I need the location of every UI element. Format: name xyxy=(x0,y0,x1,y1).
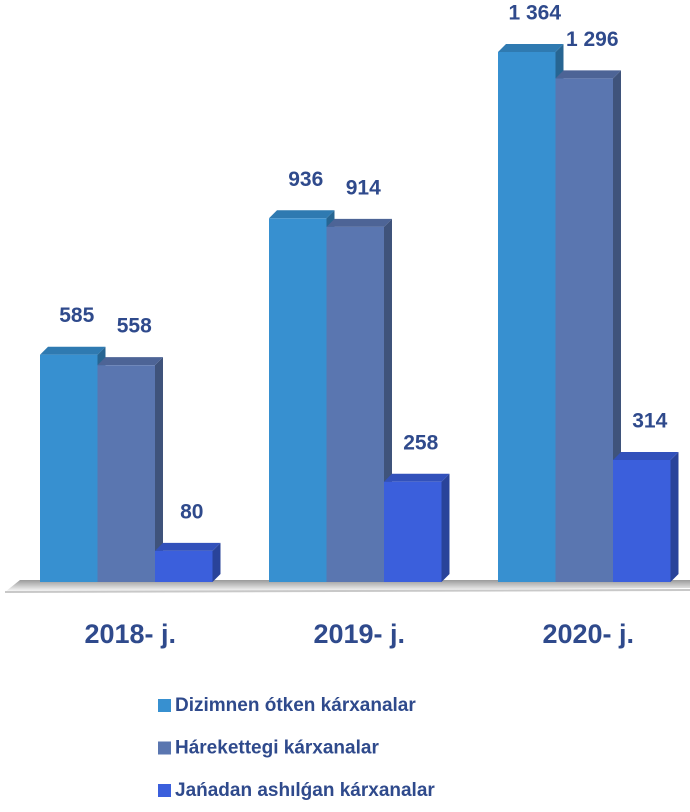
legend-swatch xyxy=(158,784,171,797)
bar xyxy=(555,78,613,582)
bar-top xyxy=(613,451,679,460)
bar xyxy=(97,365,155,582)
bar-top xyxy=(40,346,106,355)
legend-swatch xyxy=(158,699,171,712)
data-label: 80 xyxy=(180,500,203,523)
data-label: 258 xyxy=(403,431,438,454)
legend-label: Dizimnen ótken kárxanalar xyxy=(175,695,416,716)
bar xyxy=(613,459,671,582)
data-label: 585 xyxy=(59,304,94,327)
data-label: 314 xyxy=(632,410,667,433)
bar xyxy=(384,481,442,582)
data-label: 558 xyxy=(117,315,152,338)
bar-top xyxy=(555,70,621,79)
bar-side xyxy=(212,542,221,582)
bar xyxy=(326,226,384,582)
bar-top xyxy=(384,473,450,482)
bar-side xyxy=(670,451,679,582)
bar-top xyxy=(326,218,392,227)
bar xyxy=(40,354,98,582)
bar-top xyxy=(269,210,335,219)
x-tick-label: 2019- j. xyxy=(313,619,405,649)
data-label: 1 296 xyxy=(566,28,619,51)
data-label: 936 xyxy=(288,168,323,191)
baseline xyxy=(4,589,690,593)
legend-label: Jańadan ashılǵan kárxanalar xyxy=(175,780,435,801)
legend-swatch xyxy=(158,741,171,755)
x-tick-label: 2018- j. xyxy=(84,619,176,649)
bar xyxy=(155,550,213,582)
floor xyxy=(5,580,690,592)
bar-top xyxy=(498,44,564,52)
bar-side xyxy=(155,357,163,582)
legend-label: Hárekettegi kárxanalar xyxy=(175,738,379,759)
bar-top xyxy=(155,542,221,551)
bar xyxy=(269,218,327,582)
data-label: 914 xyxy=(346,176,381,199)
x-tick-label: 2020- j. xyxy=(542,619,634,649)
bar-top xyxy=(97,357,163,366)
bar xyxy=(498,52,556,582)
data-label: 1 364 xyxy=(508,2,561,25)
bar-side xyxy=(441,473,450,582)
